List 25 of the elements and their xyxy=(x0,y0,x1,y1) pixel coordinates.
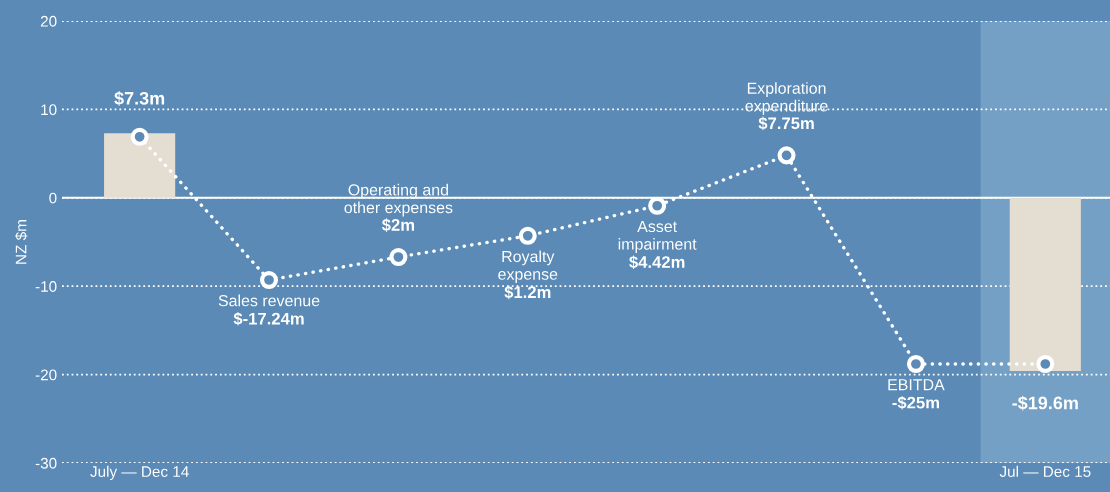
point xyxy=(130,127,149,146)
point xyxy=(1036,354,1055,374)
y-tick-label: -20 xyxy=(35,369,57,381)
annotation: Asset impairment $4.42m xyxy=(618,220,697,270)
y-tick-label: -30 xyxy=(35,457,57,469)
y-axis-title: NZ $m xyxy=(15,220,28,264)
annotation: Royalty expense $1.2m xyxy=(498,250,558,300)
point xyxy=(777,146,796,165)
y-tick-label: -10 xyxy=(35,281,57,292)
annotation: EBITDA -$25m xyxy=(888,379,945,410)
point xyxy=(906,354,925,374)
annotation: Exploration expenditure $7.75m xyxy=(745,82,828,131)
y-tick-label: 20 xyxy=(40,15,57,27)
y-tick-label: 0 xyxy=(49,192,57,204)
y-tick-label: 10 xyxy=(41,104,57,116)
data-label: $7.3m xyxy=(114,91,165,106)
point xyxy=(648,196,667,215)
annotation: Operating and other expenses $2m xyxy=(344,183,453,232)
x-tick-label: July — Dec 14 xyxy=(90,465,189,481)
point xyxy=(259,270,279,290)
annotation: Sales revenue $-17.24m xyxy=(218,294,320,326)
point xyxy=(389,247,408,267)
point xyxy=(518,226,537,245)
x-tick-label: Jul — Dec 15 xyxy=(999,465,1091,477)
data-label: -$19.6m xyxy=(1012,395,1078,411)
